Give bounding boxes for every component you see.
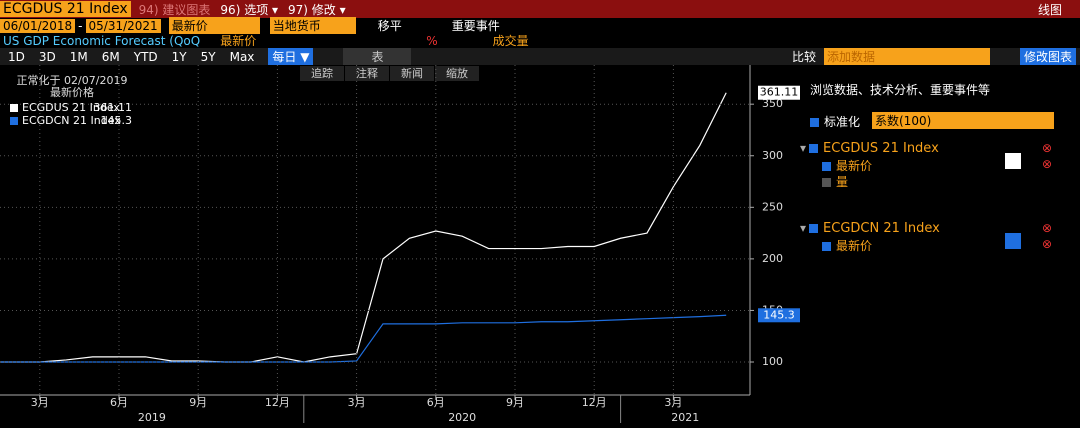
color-swatch[interactable] xyxy=(1005,153,1021,169)
legend-swatch xyxy=(10,117,18,125)
period[interactable]: 3D xyxy=(38,49,56,64)
x-tick-label: 6月 xyxy=(427,396,445,409)
plot-area xyxy=(0,92,727,363)
period[interactable]: 6M xyxy=(101,49,120,64)
tool-label: 注释 xyxy=(356,66,378,80)
mode: 线图 xyxy=(1037,2,1062,17)
legend-value: 145.3 xyxy=(101,114,133,127)
toolbar: 1D 3D 1M 6M YTD 1Y 5Y Max 每日 ▼ 表 比较 添加数据 修改图表 xyxy=(0,48,1080,65)
edit[interactable]: 97) 修改 ▾ xyxy=(288,2,346,17)
tool-label: 新闻 xyxy=(401,66,423,80)
y-tick-label: 100 xyxy=(762,355,783,368)
row3: US GDP Economic Forecast (QoQ 最新价 % 成交量 xyxy=(0,33,1080,49)
color-swatch[interactable] xyxy=(1005,233,1021,249)
year-label: 2019 xyxy=(138,411,166,424)
description: US GDP Economic Forecast (QoQ xyxy=(3,33,201,48)
panel-field-label: 量 xyxy=(836,175,849,189)
normalize[interactable]: 标准化 xyxy=(810,113,860,130)
y-tick-label: 300 xyxy=(762,149,783,162)
legend-box xyxy=(5,73,145,131)
remove[interactable]: ⊗ xyxy=(1042,221,1053,235)
x-tick-label: 3月 xyxy=(31,396,49,409)
period[interactable]: 1D xyxy=(8,49,25,64)
top-bar: ECGDUS 21 Index 94) 建议图表 96) 选项 ▾ 97) 修改… xyxy=(0,0,1080,18)
panel-field-label: 最新价 xyxy=(836,239,873,253)
x-tick-label: 9月 xyxy=(506,396,524,409)
tool-button xyxy=(390,66,434,81)
remove[interactable]: ⊗ xyxy=(1042,237,1053,251)
table[interactable]: 表 xyxy=(343,48,412,65)
remove[interactable]: ⊗ xyxy=(1042,157,1053,171)
normalize-label: 标准化 xyxy=(824,115,861,129)
legend-head: 最新价格 xyxy=(50,85,94,99)
events[interactable]: 重要事件 xyxy=(451,19,500,33)
frequency[interactable]: 每日 ▼ xyxy=(268,48,314,65)
legend-swatch xyxy=(10,104,18,112)
ticker[interactable]: ECGDUS 21 Index xyxy=(0,1,131,17)
year-label: 2020 xyxy=(448,411,476,424)
row2: 06/01/2018- 05/31/2021 最新价 当地货币 移平 重要事件 xyxy=(0,17,1080,34)
panel-item[interactable]: ▾ ECGDCN 21 Index xyxy=(800,221,940,236)
x-tick-label: 12月 xyxy=(582,396,607,409)
periods: 1D 3D 1M 6M YTD 1Y 5Y Max xyxy=(8,50,254,64)
y-tick-label: 350 xyxy=(762,97,783,110)
x-tick-label: 12月 xyxy=(265,396,290,409)
series-line xyxy=(0,314,727,363)
period[interactable]: 1M xyxy=(69,49,88,64)
shift[interactable]: 移平 xyxy=(377,19,402,33)
y-tick-label: 250 xyxy=(762,200,783,213)
series-line xyxy=(0,92,727,363)
x-tick-label: 3月 xyxy=(664,396,682,409)
tool-label: 追踪 xyxy=(311,66,333,80)
x-tick-label: 3月 xyxy=(348,396,366,409)
chart: 追踪注释新闻缩放1001502002503003503月6月9月12月3月6月9… xyxy=(0,65,800,424)
currency[interactable]: 当地货币 xyxy=(269,17,356,34)
field[interactable]: 最新价 xyxy=(168,17,260,34)
value-tag-label: 361.11 xyxy=(760,86,799,99)
legend-head: 正常化于 02/07/2019 xyxy=(17,73,128,87)
pct: % xyxy=(426,33,438,48)
start-date[interactable]: 06/01/2018 xyxy=(0,18,76,33)
remove[interactable]: ⊗ xyxy=(1042,141,1053,155)
legend-value: 361.11 xyxy=(94,101,133,114)
x-tick-label: 9月 xyxy=(189,396,207,409)
field-label: 最新价 xyxy=(220,34,257,48)
legend-name: ECGDCN 21 Index xyxy=(22,114,121,127)
compare[interactable]: 比较 xyxy=(791,50,816,64)
volume: 成交量 xyxy=(492,34,529,48)
value-tag xyxy=(758,308,800,323)
edit-chart[interactable]: 修改图表 xyxy=(1019,48,1076,65)
value-tag xyxy=(758,85,800,100)
panel-field-label: 最新价 xyxy=(836,159,873,173)
suggest[interactable]: 94) 建议图表 xyxy=(138,2,211,17)
panel-item-name: ECGDUS 21 Index xyxy=(823,141,939,156)
tool-label: 缩放 xyxy=(446,66,468,80)
hint: 浏览数据、技术分析、重要事件等 xyxy=(810,83,991,97)
add-data[interactable]: 添加数据 xyxy=(823,48,990,65)
tool-button xyxy=(345,66,389,81)
options[interactable]: 96) 选项 ▾ xyxy=(220,2,279,17)
period[interactable]: YTD xyxy=(133,49,158,64)
year-label: 2021 xyxy=(671,411,699,424)
period[interactable]: 1Y xyxy=(171,49,187,64)
side-panel: 浏览数据、技术分析、重要事件等 标准化 系数(100) ▾ ECGDUS 21 I… xyxy=(800,65,1080,428)
y-tick-label: 200 xyxy=(762,252,783,265)
factor[interactable]: 系数(100) xyxy=(872,112,1054,129)
panel-item[interactable]: ▾ ECGDUS 21 Index xyxy=(800,141,939,156)
panel-field[interactable]: 量 xyxy=(822,173,848,190)
tool-button xyxy=(300,66,344,81)
period[interactable]: 5Y xyxy=(200,49,216,64)
tool-button xyxy=(435,66,479,81)
end-date[interactable]: 05/31/2021 xyxy=(85,18,161,33)
period[interactable]: Max xyxy=(229,49,255,64)
panel-field[interactable]: 最新价 xyxy=(822,157,872,174)
panel-item-name: ECGDCN 21 Index xyxy=(823,221,940,236)
legend-name: ECGDUS 21 Index xyxy=(22,101,120,114)
x-tick-label: 6月 xyxy=(110,396,128,409)
panel-field[interactable]: 最新价 xyxy=(822,237,872,254)
value-tag-label: 145.3 xyxy=(763,308,795,321)
